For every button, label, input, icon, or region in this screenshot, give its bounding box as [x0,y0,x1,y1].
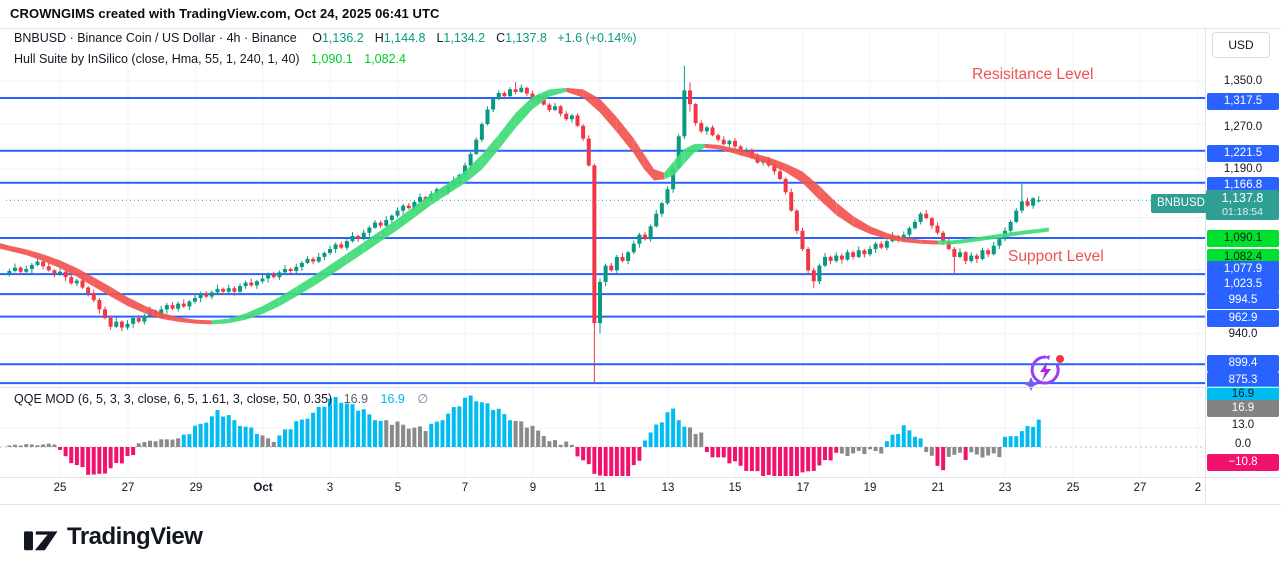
qqe-histogram [7,395,1041,476]
time-axis-tick: 25 [53,482,67,494]
symbol-title: BNBUSD · Binance Coin / US Dollar · 4h ·… [14,31,297,45]
time-axis-tick: 23 [998,482,1012,494]
time-axis-tick: 25 [1066,482,1080,494]
price-scale-label: 940.0 [1228,327,1258,340]
time-axis-bottom-border [0,504,1281,505]
price-scale-label: 962.9 [1207,309,1279,327]
time-axis-tick: 17 [796,482,810,494]
price-scale-label: 994.5 [1207,291,1279,309]
price-scale-label: 1,221.5 [1207,144,1279,162]
time-axis-tick: 5 [394,482,402,494]
hull-value-upper: 1,090.1 [311,52,353,66]
bar-countdown: 01:18:54 [1222,206,1263,218]
support-resistance-lines [0,96,1205,385]
candlesticks [7,65,1041,383]
ohlc-value: 1,144.8 [383,31,426,45]
ohlc-value: 1,137.8 [505,31,547,45]
price-scale-label: 1,190.0 [1223,162,1263,175]
time-axis-tick: Oct [253,482,273,494]
time-axis-tick: 19 [863,482,877,494]
time-axis-tick: 21 [931,482,945,494]
qqe-value-blue: 16.9 [380,392,405,406]
tradingview-logo-icon [24,531,58,551]
price-scale-label: 13.0 [1231,418,1255,431]
tradingview-wordmark: TradingView [67,523,203,550]
hull-title: Hull Suite by InSilico (close, Hma, 55, … [14,52,300,66]
ohlc-key: C [496,31,506,45]
price-scale-label: 16.9 [1207,399,1279,417]
qqe-empty-symbol: ∅ [417,392,429,406]
resistance-label: Resisitance Level [972,66,1094,83]
time-axis-tick: 27 [1133,482,1147,494]
hull-legend-row[interactable]: Hull Suite by InSilico (close, Hma, 55, … [14,52,414,66]
ohlc-key: H [374,31,384,45]
price-scale-label: 1,350.0 [1223,74,1263,87]
pane-divider[interactable] [0,387,1281,388]
hull-ribbon [0,87,1049,325]
symbol-legend-row[interactable]: BNBUSD · Binance Coin / US Dollar · 4h ·… [14,31,644,45]
circular-arrow [1030,355,1060,385]
price-scale-label: 899.4 [1207,354,1279,372]
price-scale-separator [1205,28,1206,505]
notification-dot [1056,355,1064,363]
attribution-text: CROWNGIMS created with TradingView.com, … [10,6,440,21]
price-scale-label: −10.8 [1207,453,1279,471]
tradingview-footer[interactable]: TradingView [24,522,203,552]
time-axis-tick: 29 [189,482,203,494]
change-value: +1.6 (+0.14%) [557,31,637,45]
sparkle-star [1024,377,1038,391]
time-axis-tick: 11 [594,482,606,494]
price-scale-label: 1,090.1 [1207,229,1279,247]
arrow-head [1045,355,1050,360]
qqe-legend-row[interactable]: QQE MOD (6, 5, 3, 3, close, 6, 5, 1.61, … [14,391,428,406]
ohlc-value: 1,136.2 [321,31,364,45]
current-price-value: 1,137.8 [1221,191,1264,205]
current-price-badge: 1,137.8 01:18:54 [1206,190,1279,220]
price-scale-label: 1,270.0 [1223,120,1263,133]
ohlc-key: L [436,31,444,45]
lightning-bolt [1040,362,1051,381]
hull-value-lower: 1,082.4 [364,52,406,66]
time-axis-tick: 2 [1194,482,1202,494]
top-divider [0,28,1281,29]
price-scale-label: 1,023.5 [1207,275,1279,293]
time-axis-tick: 9 [529,482,537,494]
time-axis-tick: 15 [728,482,742,494]
price-scale-label: 875.3 [1207,371,1279,389]
currency-toggle-button[interactable]: USD [1212,32,1270,58]
time-axis-tick: 3 [326,482,334,494]
time-axis-tick: 7 [461,482,469,494]
qqe-value-gray: 16.9 [343,392,369,406]
current-symbol-tag: BNBUSD [1151,194,1211,213]
ohlc-value: 1,134.2 [443,31,486,45]
chart-canvas[interactable] [0,0,1281,510]
support-label: Support Level [1008,248,1104,265]
time-axis-tick: 13 [661,482,675,494]
time-axis-top-border [0,477,1281,478]
price-scale-label: 1,077.9 [1207,260,1279,278]
price-scale-label: 1,317.5 [1207,92,1279,110]
ohlc-key: O [312,31,322,45]
price-scale-label: 0.0 [1235,437,1251,450]
qqe-title: QQE MOD (6, 5, 3, 3, close, 6, 5, 1.61, … [14,392,333,406]
lightning-refresh-icon[interactable] [1022,350,1068,394]
price-scale-label: 16.9 [1207,385,1279,403]
time-axis-tick: 27 [121,482,135,494]
ohlc-values: O1,136.2 H1,144.8 L1,134.2 C1,137.8 [308,31,554,45]
price-scale-label: 1,166.8 [1207,176,1279,194]
